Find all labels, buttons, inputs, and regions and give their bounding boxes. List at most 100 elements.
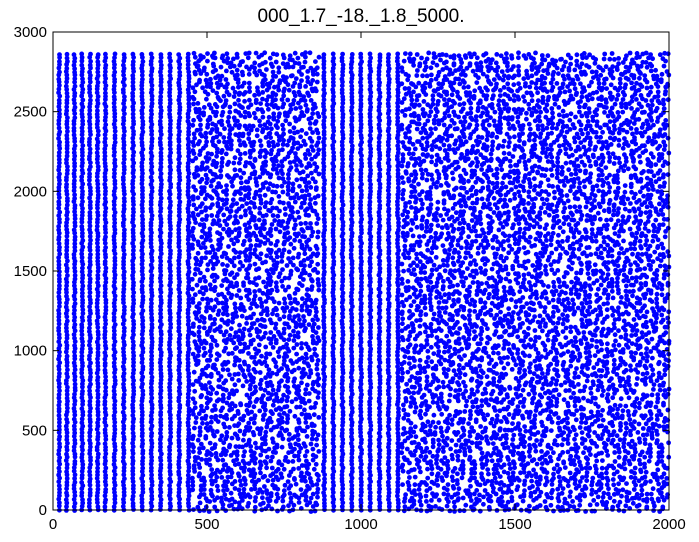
data-point <box>263 159 269 165</box>
data-point <box>158 381 164 386</box>
data-point <box>201 110 207 116</box>
data-point <box>56 423 62 429</box>
data-point <box>94 318 100 324</box>
data-point <box>263 59 268 65</box>
data-point <box>103 465 109 471</box>
data-point <box>149 335 155 341</box>
data-point <box>252 471 258 477</box>
data-point <box>56 121 62 127</box>
data-point <box>197 425 203 431</box>
data-point <box>63 423 69 429</box>
data-point <box>252 450 257 456</box>
data-point <box>224 187 230 193</box>
data-point <box>63 276 69 282</box>
data-point <box>56 273 62 278</box>
data-point <box>120 121 126 127</box>
data-point <box>112 339 118 344</box>
data-point <box>88 97 93 103</box>
data-point <box>269 197 275 202</box>
data-point <box>237 156 243 162</box>
data-point <box>263 259 268 265</box>
data-point <box>57 244 62 250</box>
data-point <box>139 412 145 418</box>
data-point <box>64 329 69 334</box>
data-point <box>367 118 373 124</box>
data-point <box>102 479 108 485</box>
data-point <box>224 430 230 435</box>
data-point <box>227 372 232 378</box>
data-point <box>254 397 260 402</box>
data-point <box>79 269 85 275</box>
data-point <box>224 206 230 212</box>
data-point <box>79 251 85 257</box>
data-point <box>72 220 78 226</box>
data-point <box>276 194 282 199</box>
data-point <box>103 374 108 380</box>
data-point <box>219 235 225 241</box>
data-point <box>209 213 215 218</box>
data-point <box>57 304 62 309</box>
data-point <box>207 357 213 363</box>
data-point <box>190 210 196 216</box>
data-point <box>79 108 85 113</box>
data-point <box>130 195 136 201</box>
data-point <box>185 241 191 247</box>
data-point <box>275 239 280 244</box>
data-point <box>103 444 108 450</box>
data-point <box>272 218 278 223</box>
data-point <box>131 248 136 253</box>
data-point <box>140 441 146 447</box>
data-point <box>201 315 207 321</box>
data-point <box>288 483 294 489</box>
data-point <box>284 364 290 369</box>
data-point <box>359 59 364 65</box>
data-point <box>224 222 230 228</box>
data-point <box>285 384 291 390</box>
data-point <box>95 308 100 313</box>
data-point <box>79 322 85 328</box>
data-point <box>225 173 230 178</box>
data-point <box>56 363 62 369</box>
data-point <box>229 270 235 276</box>
data-point <box>158 160 164 166</box>
data-point <box>208 391 214 397</box>
data-point <box>79 416 85 422</box>
data-point <box>269 506 275 512</box>
data-point <box>330 111 336 117</box>
data-point <box>72 427 77 432</box>
data-point <box>64 395 70 401</box>
data-point <box>212 251 218 257</box>
data-point <box>102 150 108 155</box>
data-point <box>94 497 100 502</box>
data-point <box>224 297 229 303</box>
data-point <box>239 203 245 209</box>
data-point <box>321 192 326 198</box>
data-point <box>339 304 345 310</box>
data-point <box>64 462 70 467</box>
data-point <box>232 382 238 388</box>
data-point <box>95 52 101 58</box>
data-point <box>111 100 117 106</box>
data-point <box>269 392 275 397</box>
data-point <box>177 385 182 390</box>
data-point <box>229 69 235 75</box>
data-point <box>149 322 155 327</box>
data-point <box>264 67 269 72</box>
data-point <box>358 234 363 240</box>
data-point <box>376 160 382 166</box>
data-point <box>232 167 238 173</box>
data-point <box>223 345 229 351</box>
data-point <box>257 138 263 144</box>
data-point <box>140 328 146 334</box>
data-point <box>64 227 70 233</box>
data-point <box>274 205 279 211</box>
data-point <box>95 240 100 246</box>
data-point <box>196 334 202 339</box>
data-point <box>102 329 108 334</box>
data-point <box>241 80 247 86</box>
data-point <box>240 417 246 423</box>
data-point <box>140 119 146 124</box>
data-point <box>72 69 77 75</box>
data-point <box>112 451 117 457</box>
